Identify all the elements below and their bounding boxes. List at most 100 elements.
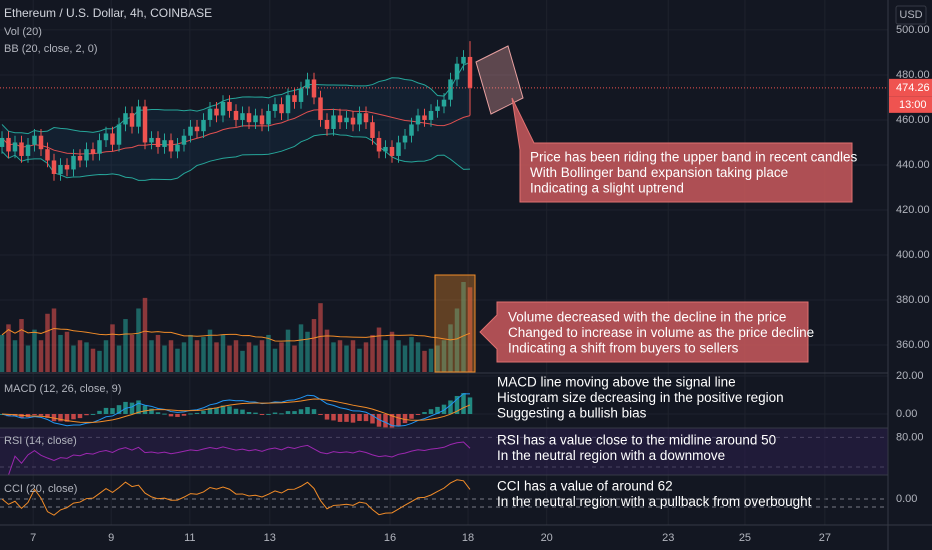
macd-histogram	[376, 414, 382, 427]
volume-bar	[337, 340, 343, 372]
volume-bar	[396, 340, 401, 372]
volume-bar	[19, 319, 24, 372]
volume-bar	[129, 334, 135, 372]
volume-bar	[38, 340, 44, 372]
annotation-text: Changed to increase in volume as the pri…	[508, 325, 814, 340]
macd-histogram	[71, 414, 76, 420]
macd-histogram	[350, 414, 356, 423]
chart-title: Ethereum / U.S. Dollar, 4h, COINBASE	[4, 6, 212, 20]
candle-body	[97, 140, 102, 154]
candle-body	[233, 110, 239, 120]
volume-bar	[363, 342, 369, 372]
volume-bar	[435, 345, 440, 372]
candle-body	[376, 137, 382, 152]
volume-bar	[402, 345, 408, 372]
candle-body	[129, 113, 135, 127]
candle-body	[188, 126, 193, 136]
volume-bar	[376, 327, 382, 372]
macd-histogram	[233, 408, 239, 414]
candle-body	[136, 106, 141, 127]
candle-body	[116, 124, 122, 145]
macd-histogram	[435, 406, 440, 414]
macd-histogram	[155, 412, 161, 414]
candle-body	[103, 133, 109, 141]
candle-body	[467, 56, 473, 88]
macd-histogram	[396, 414, 401, 427]
macd-histogram	[370, 414, 375, 424]
candle-body	[149, 137, 154, 143]
volume-bar	[188, 334, 193, 372]
candle-body	[428, 110, 434, 120]
macd-histogram	[240, 409, 245, 414]
x-tick-label: 11	[184, 532, 195, 544]
indicator-label: BB (20, close, 2, 0)	[4, 43, 98, 55]
volume-bar	[305, 331, 310, 372]
y-tick-label: 500.00	[896, 24, 930, 36]
volume-bar	[461, 282, 466, 372]
candle-body	[220, 101, 226, 116]
candle-body	[396, 142, 401, 156]
volume-bar	[441, 340, 447, 372]
volume-bar	[240, 350, 245, 372]
macd-histogram	[467, 397, 473, 414]
macd-histogram	[103, 407, 109, 414]
x-tick-label: 13	[264, 532, 276, 544]
candle-body	[357, 113, 362, 125]
macd-histogram	[279, 413, 284, 415]
macd-histogram	[168, 414, 174, 417]
rsi-line	[8, 441, 471, 476]
x-tick-label: 9	[108, 532, 114, 544]
annotation-text: With Bollinger band expansion taking pla…	[530, 165, 788, 180]
volume-bar	[90, 348, 96, 372]
macd-histogram	[58, 414, 63, 422]
macd-histogram	[84, 414, 89, 416]
volume-bar	[58, 334, 63, 372]
macd-histogram	[149, 408, 154, 414]
candle-body	[12, 142, 18, 152]
annotation-text: In the neutral region with a downmove	[497, 448, 725, 463]
candle-body	[240, 113, 245, 120]
volume-bar	[227, 345, 232, 372]
candle-body	[6, 137, 11, 152]
y-tick-label: 440.00	[896, 159, 930, 171]
volume-bar	[155, 334, 161, 372]
volume-bar	[84, 342, 89, 372]
macd-histogram	[116, 405, 122, 414]
candle-body	[370, 122, 375, 138]
volume-bar	[168, 340, 174, 372]
x-tick-label: 18	[462, 532, 474, 544]
macd-histogram	[298, 409, 304, 414]
volume-bar	[415, 342, 421, 372]
candle-body	[324, 119, 330, 129]
volume-bar	[71, 345, 76, 372]
x-tick-label: 23	[662, 532, 674, 544]
bb-upper	[1, 61, 471, 135]
macd-histogram	[201, 410, 206, 414]
volume-bar	[123, 319, 128, 372]
indicator-label: MACD (12, 26, close, 9)	[4, 383, 121, 395]
candle-body	[84, 149, 89, 161]
candle-body	[45, 149, 50, 161]
volume-bar	[116, 345, 122, 372]
candle-body	[142, 106, 148, 143]
candle-body	[344, 117, 349, 123]
macd-histogram	[272, 412, 278, 414]
candle-body	[461, 56, 466, 64]
volume-bar	[467, 287, 473, 372]
candle-body	[71, 155, 76, 170]
annotation-text: In the neutral region with a pullback fr…	[497, 494, 812, 509]
macd-histogram	[441, 404, 447, 414]
macd-histogram	[162, 413, 167, 415]
candle-body	[272, 104, 278, 111]
last-price: 474.26	[896, 82, 930, 94]
volume-bar	[6, 324, 11, 372]
volume-bar	[331, 342, 336, 372]
candle-body	[279, 104, 284, 114]
candle-body	[337, 115, 343, 123]
macd-histogram	[194, 412, 200, 414]
candle-body	[305, 79, 310, 89]
candle-body	[175, 144, 180, 152]
annotation-text: Histogram size decreasing in the positiv…	[497, 390, 784, 405]
candle-body	[19, 142, 24, 156]
